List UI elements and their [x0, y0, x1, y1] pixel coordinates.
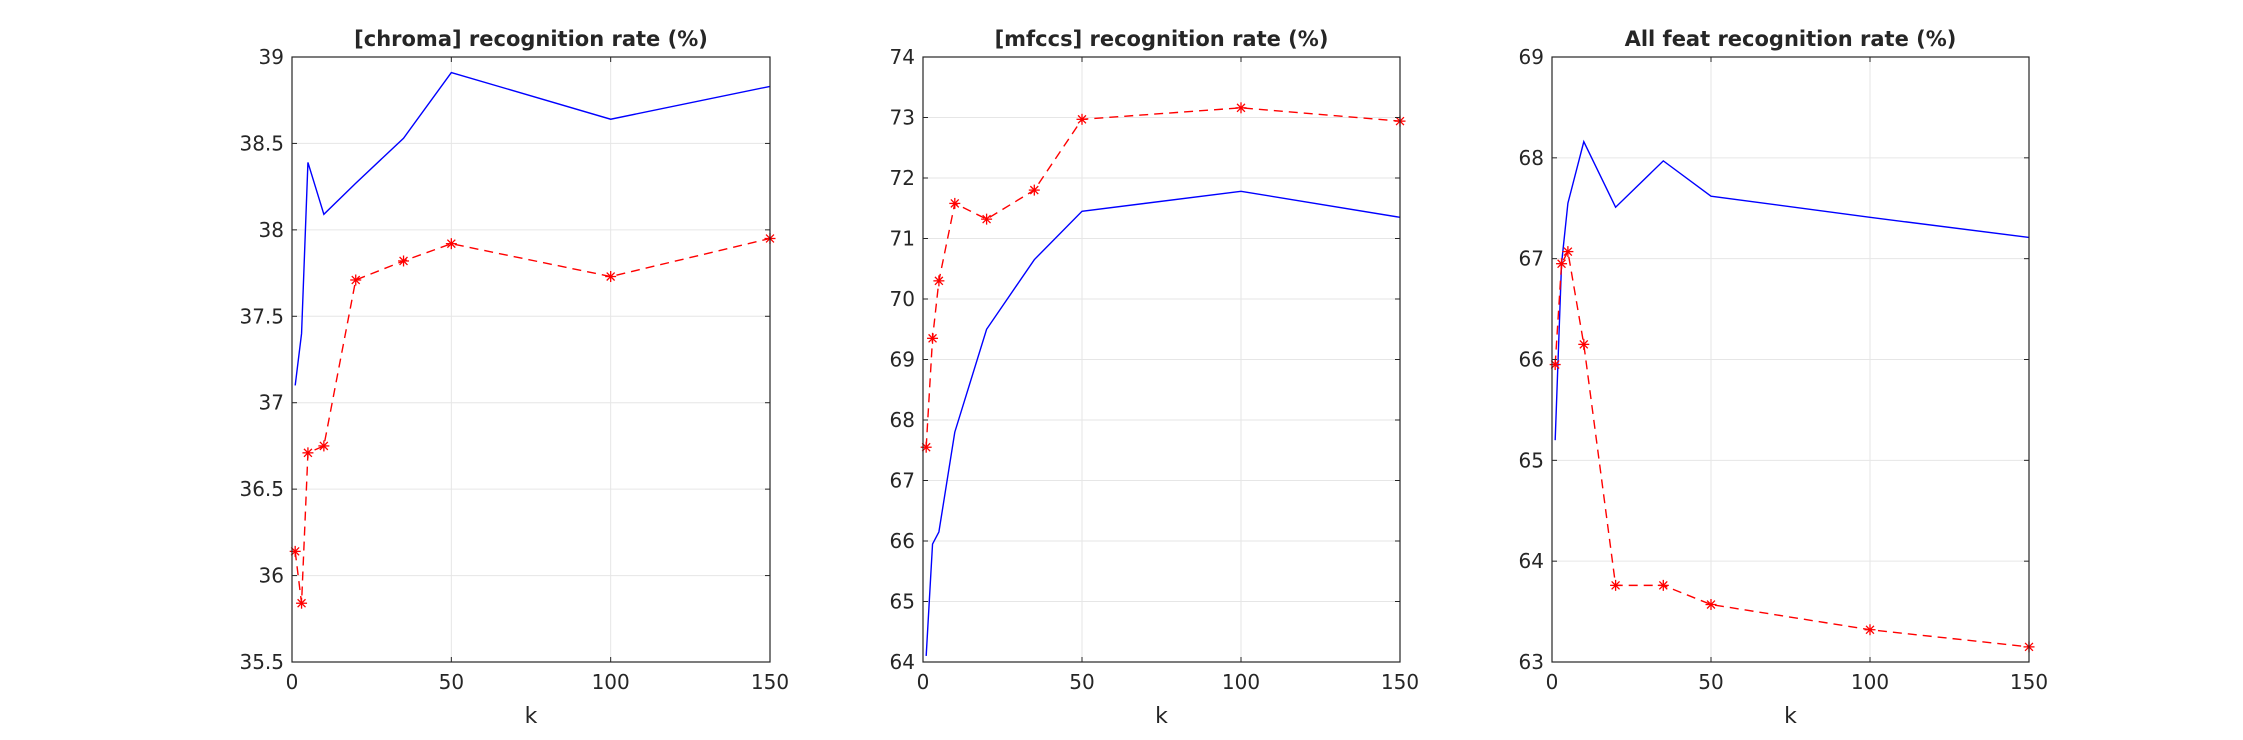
all-feat-y-tick-label: 64 [1519, 549, 1544, 573]
mfccs-y-tick-label: 72 [890, 166, 915, 190]
chroma-plot-area [292, 57, 770, 662]
all-feat-series-1-marker [1578, 338, 1590, 350]
chroma-y-tick-label: 36 [259, 564, 284, 588]
chroma-axes-box [291, 56, 771, 663]
mfccs-y-tick-label: 66 [890, 529, 915, 553]
all-feat-y-tick-label: 66 [1519, 348, 1544, 372]
all-feat-series-1-marker [1549, 359, 1561, 371]
mfccs-y-tick-label: 64 [890, 650, 915, 674]
all-feat-series-1-marker [1610, 579, 1622, 591]
chroma-y-tick-label: 35.5 [239, 650, 284, 674]
mfccs-x-tick-label: 50 [1069, 670, 1094, 694]
all-feat-subplot-title: All feat recognition rate (%) [1625, 27, 1957, 51]
mfccs-series-1-marker [1028, 184, 1040, 196]
mfccs-series-1-marker [1235, 102, 1247, 114]
all-feat-series-1-marker [1864, 624, 1876, 636]
chroma-subplot-title: [chroma] recognition rate (%) [354, 27, 708, 51]
mfccs-series-1-marker [933, 275, 945, 287]
all-feat-series-1-marker [1657, 579, 1669, 591]
mfccs-y-tick-label: 68 [890, 408, 915, 432]
mfccs-x-tick-label: 150 [1381, 670, 1419, 694]
all-feat-subplot: All feat recognition rate (%) k 0 50 100 15… [1519, 27, 2049, 729]
all-feat-x-tick-label: 0 [1546, 670, 1559, 694]
mfccs-series-1-marker [920, 441, 932, 453]
all-feat-series-1-marker [1556, 258, 1568, 270]
all-feat-series-1-marker [1562, 246, 1574, 258]
chroma-subplot-xlabel: k [525, 704, 538, 729]
mfccs-series-1-marker [927, 332, 939, 344]
all-feat-y-tick-label: 67 [1519, 247, 1544, 271]
mfccs-series-1-marker [1076, 113, 1088, 125]
chroma-series-1-marker [605, 271, 617, 283]
mfccs-subplot: [mfccs] recognition rate (%) k 0 50 100 150… [890, 27, 1420, 729]
chroma-y-tick-label: 37 [259, 391, 284, 415]
chroma-subplot: [chroma] recognition rate (%) k 0 50 100 15… [239, 27, 789, 729]
all-feat-y-tick-label: 63 [1519, 650, 1544, 674]
mfccs-series-1-marker [981, 213, 993, 225]
mfccs-y-tick-label: 73 [890, 106, 915, 130]
mfccs-y-tick-label: 65 [890, 590, 915, 614]
chroma-series-1-marker [296, 597, 308, 609]
chroma-series-1-marker [350, 274, 362, 286]
mfccs-y-tick-label: 74 [890, 45, 915, 69]
chroma-y-tick-label: 38 [259, 218, 284, 242]
chroma-series-1-marker [302, 447, 314, 459]
mfccs-subplot-xlabel: k [1155, 704, 1168, 729]
all-feat-x-tick-label: 50 [1698, 670, 1723, 694]
mfccs-series-1-marker [949, 197, 961, 209]
mfccs-x-tick-label: 0 [917, 670, 930, 694]
all-feat-y-tick-label: 65 [1519, 448, 1544, 472]
chroma-series-1-marker [445, 238, 457, 250]
chroma-x-tick-label: 50 [439, 670, 464, 694]
chroma-series-1-marker [318, 440, 330, 452]
chroma-y-tick-label: 36.5 [239, 477, 284, 501]
chroma-x-tick-label: 0 [286, 670, 299, 694]
mfccs-series-0-line [925, 190, 1401, 656]
mfccs-y-tick-label: 71 [890, 227, 915, 251]
chroma-y-tick-label: 39 [259, 45, 284, 69]
mfccs-y-tick-label: 69 [890, 348, 915, 372]
chroma-y-tick-label: 38.5 [239, 131, 284, 155]
mfccs-subplot-title: [mfccs] recognition rate (%) [995, 27, 1329, 51]
mfccs-y-tick-label: 70 [890, 287, 915, 311]
mfccs-x-tick-label: 100 [1222, 670, 1260, 694]
chroma-series-0-line [294, 71, 771, 386]
chroma-series-1-marker [289, 545, 301, 557]
all-feat-series-1-marker [1705, 599, 1717, 611]
all-feat-y-tick-label: 69 [1519, 45, 1544, 69]
all-feat-series-0-line [1554, 139, 2030, 441]
all-feat-x-tick-label: 100 [1851, 670, 1889, 694]
chroma-x-tick-label: 150 [751, 670, 789, 694]
all-feat-x-tick-label: 150 [2010, 670, 2048, 694]
chroma-series-1-marker [398, 255, 410, 267]
mfccs-y-tick-label: 67 [890, 469, 915, 493]
chroma-x-tick-label: 100 [592, 670, 630, 694]
mfccs-series-1-line [925, 107, 1401, 448]
chroma-y-tick-label: 37.5 [239, 304, 284, 328]
all-feat-y-tick-label: 68 [1519, 146, 1544, 170]
all-feat-subplot-xlabel: k [1784, 704, 1797, 729]
